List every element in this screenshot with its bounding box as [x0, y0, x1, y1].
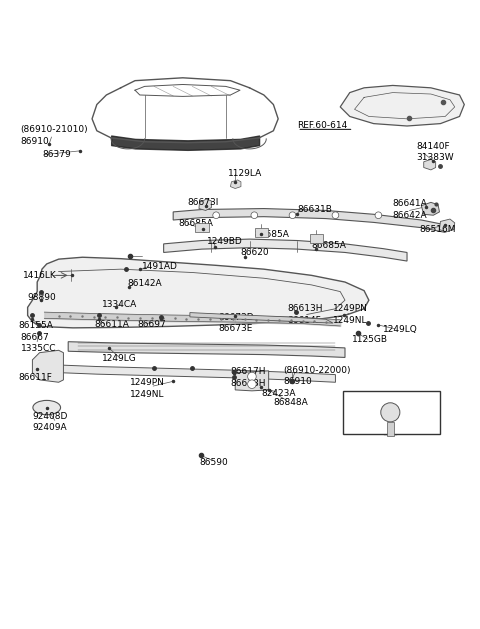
- Text: 86611A: 86611A: [95, 321, 129, 330]
- Circle shape: [375, 212, 382, 219]
- Text: 82423A: 82423A: [262, 389, 296, 398]
- Text: 86379: 86379: [42, 150, 71, 159]
- Polygon shape: [440, 219, 455, 232]
- Polygon shape: [190, 313, 333, 323]
- Text: 1249LG: 1249LG: [102, 354, 136, 363]
- Text: 1491AD: 1491AD: [142, 262, 178, 271]
- Circle shape: [248, 372, 256, 381]
- Text: 1249BD: 1249BD: [206, 238, 242, 247]
- Text: 1249PN
1249NL: 1249PN 1249NL: [333, 304, 368, 325]
- Text: REF.60-614: REF.60-614: [297, 121, 348, 130]
- Circle shape: [381, 403, 400, 422]
- Polygon shape: [340, 86, 464, 126]
- Polygon shape: [235, 371, 269, 391]
- Text: 98890: 98890: [28, 293, 56, 303]
- Text: 86673I: 86673I: [188, 198, 219, 207]
- Circle shape: [213, 212, 219, 219]
- Polygon shape: [230, 180, 241, 189]
- Text: 86667
1335CC: 86667 1335CC: [21, 333, 56, 353]
- Text: 86611F: 86611F: [18, 373, 52, 382]
- Text: 1244KE: 1244KE: [371, 408, 410, 417]
- Text: 1249PN
1249NL: 1249PN 1249NL: [130, 379, 165, 399]
- Polygon shape: [199, 199, 211, 211]
- Polygon shape: [195, 223, 208, 233]
- Circle shape: [289, 212, 296, 219]
- Text: 86673D
86673E: 86673D 86673E: [218, 313, 254, 333]
- Polygon shape: [33, 350, 63, 382]
- Text: 86617H
86618H: 86617H 86618H: [230, 367, 266, 387]
- Polygon shape: [421, 203, 440, 215]
- Polygon shape: [310, 234, 323, 243]
- Text: 1416LK: 1416LK: [23, 271, 57, 280]
- Polygon shape: [255, 228, 268, 237]
- Circle shape: [248, 380, 256, 389]
- Text: 86142A: 86142A: [128, 279, 162, 288]
- Text: 86620: 86620: [240, 248, 269, 257]
- Polygon shape: [173, 209, 445, 233]
- Bar: [387, 422, 394, 436]
- Text: 1125GB: 1125GB: [352, 335, 388, 344]
- Text: 86516M: 86516M: [419, 225, 456, 234]
- Polygon shape: [424, 159, 436, 170]
- Text: 86697: 86697: [137, 321, 166, 330]
- Text: 92408D
92409A: 92408D 92409A: [33, 412, 68, 432]
- Polygon shape: [164, 239, 407, 261]
- Text: 86631B: 86631B: [297, 205, 332, 214]
- Text: 86848A: 86848A: [274, 398, 308, 408]
- Text: (86910-22000)
86910: (86910-22000) 86910: [283, 365, 350, 386]
- Text: 86685A: 86685A: [254, 230, 289, 239]
- Text: (86910-21010)
86910: (86910-21010) 86910: [21, 126, 88, 145]
- Polygon shape: [28, 257, 369, 328]
- Text: 86685A: 86685A: [178, 220, 213, 228]
- Polygon shape: [49, 365, 336, 382]
- Text: 1334CA: 1334CA: [102, 301, 137, 309]
- Text: 86685A: 86685A: [312, 241, 347, 250]
- Text: 1129LA: 1129LA: [228, 169, 262, 178]
- Text: 86590: 86590: [199, 458, 228, 467]
- Text: 86641A
86642A: 86641A 86642A: [393, 199, 428, 220]
- FancyBboxPatch shape: [343, 391, 441, 434]
- Text: 1249LQ: 1249LQ: [383, 325, 418, 334]
- Ellipse shape: [33, 401, 60, 415]
- Text: 86613H
86614F: 86613H 86614F: [288, 304, 323, 325]
- Text: 84140F
31383W: 84140F 31383W: [417, 142, 454, 162]
- Circle shape: [251, 212, 258, 219]
- Polygon shape: [68, 342, 345, 357]
- Text: 86155A: 86155A: [18, 321, 53, 330]
- Circle shape: [332, 212, 339, 219]
